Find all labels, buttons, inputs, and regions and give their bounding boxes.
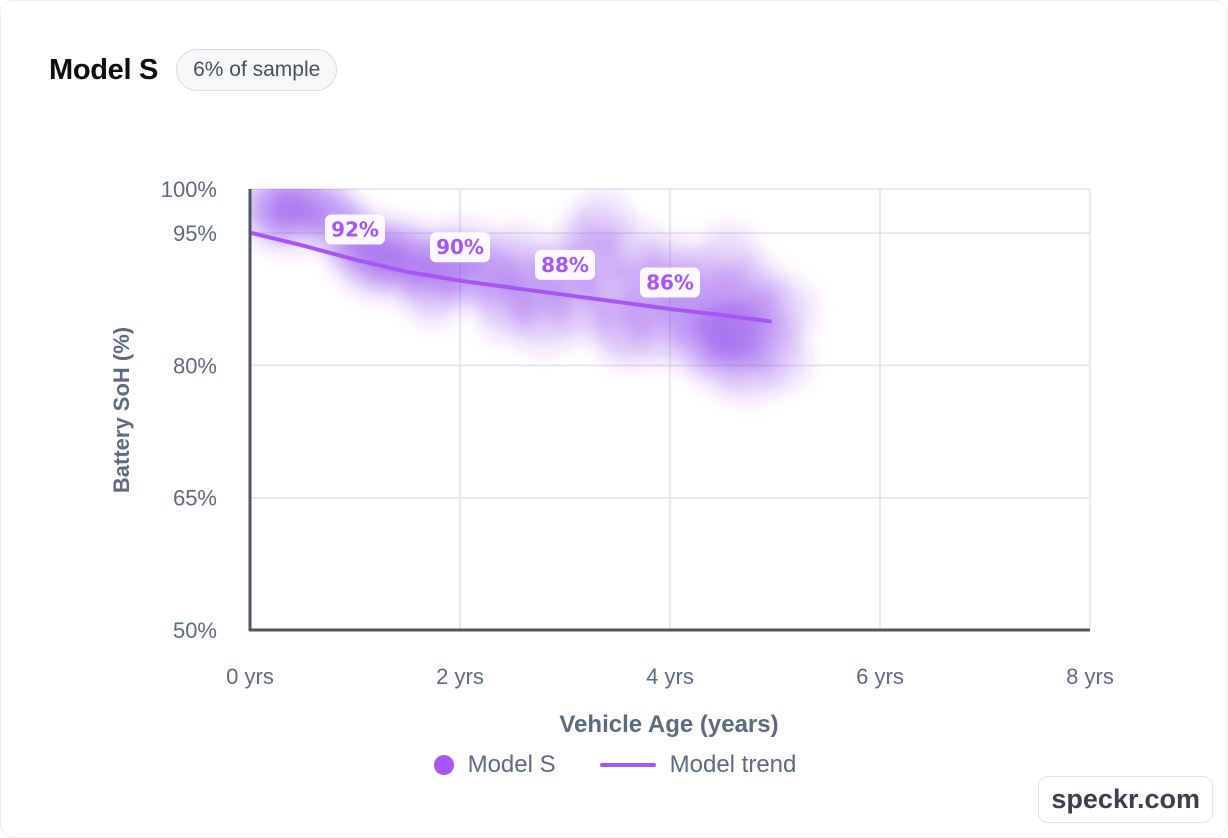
x-tick-label: 4 yrs: [646, 664, 694, 689]
model-trend-series: [250, 231, 772, 324]
axes: [248, 189, 1090, 632]
x-axis-title: Vehicle Age (years): [559, 711, 778, 738]
y-tick-label: 50%: [173, 618, 217, 643]
legend-label-model-s: Model S: [467, 751, 556, 778]
label-background: [430, 232, 490, 263]
chart-legend: Model S Model trend: [1, 751, 1227, 779]
density-point: [750, 330, 811, 391]
trend-value-labels: 92% 90% 88% 86%: [325, 214, 700, 298]
model-trend-line: [250, 231, 772, 324]
trend-value-label: 92%: [325, 214, 385, 245]
chart-title: Model S: [49, 53, 159, 86]
legend-item-model-s[interactable]: Model S: [433, 751, 556, 779]
label-text: 90%: [436, 235, 484, 259]
label-text: 92%: [331, 218, 379, 242]
legend-dot-icon: [433, 755, 454, 775]
tick-labels: 0 yrs 2 yrs 4 yrs 6 yrs 8 yrs 100% 95% 80% 65% 50…: [161, 177, 1114, 689]
trend-value-label: 90%: [430, 232, 490, 263]
legend-line-icon: [599, 763, 656, 767]
y-tick-label: 95%: [173, 221, 217, 246]
legend-item-model-trend[interactable]: Model trend: [599, 751, 797, 779]
x-tick-label: 6 yrs: [856, 664, 904, 689]
sample-badge: 6% of sample: [176, 49, 338, 91]
label-background: [535, 249, 595, 280]
model-s-density: [250, 189, 816, 403]
label-background: [325, 214, 385, 245]
x-tick-label: 8 yrs: [1066, 664, 1114, 689]
label-text: 88%: [541, 253, 589, 277]
legend-label-model-trend: Model trend: [669, 751, 797, 778]
y-axis-title: Battery SoH (%): [109, 327, 134, 493]
trend-value-label: 88%: [535, 249, 595, 280]
y-tick-label: 65%: [173, 486, 217, 511]
x-tick-label: 0 yrs: [226, 664, 274, 689]
y-tick-label: 80%: [173, 353, 217, 378]
card-header: Model S 6% of sample: [49, 49, 338, 91]
label-background: [640, 267, 700, 298]
label-text: 86%: [646, 270, 694, 294]
density-point: [755, 278, 816, 339]
y-tick-label: 100%: [161, 177, 217, 202]
x-tick-label: 2 yrs: [436, 664, 484, 689]
trend-value-label: 86%: [640, 267, 700, 298]
density-point: [250, 189, 301, 248]
speckr-watermark[interactable]: speckr.com: [1038, 776, 1213, 823]
